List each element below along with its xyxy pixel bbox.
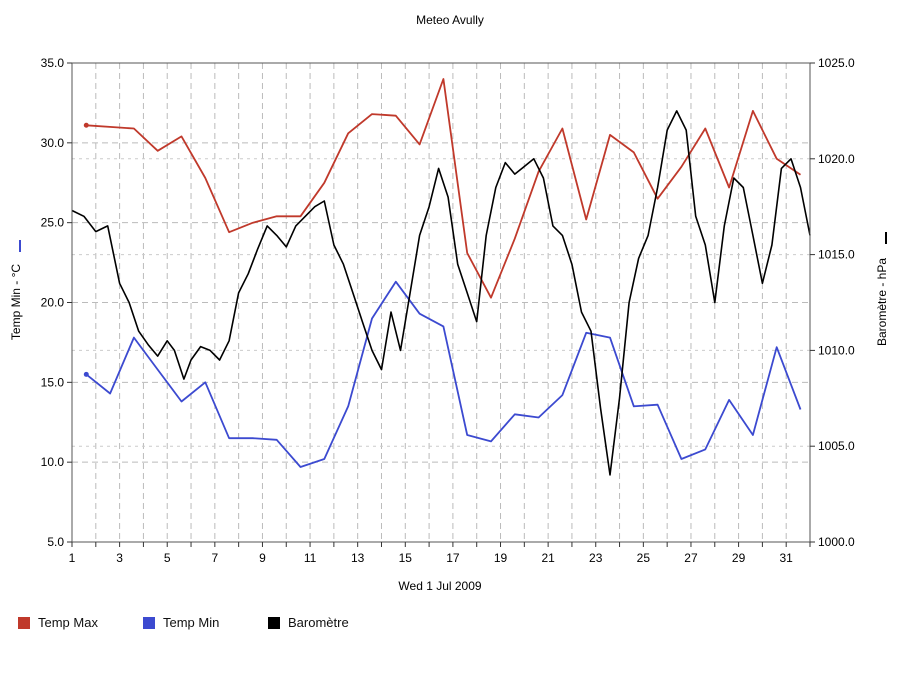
series-layer — [71, 78, 811, 476]
y-tick-label-left: 15.0 — [41, 375, 65, 389]
x-tick-label: 9 — [259, 551, 266, 565]
legend-swatch-barometre — [268, 616, 280, 629]
y-tick-label-left: 5.0 — [47, 535, 64, 549]
x-tick-label: 11 — [304, 551, 317, 565]
legend: Temp Max Temp Min Baromètre — [18, 615, 393, 630]
grid — [72, 63, 810, 542]
y-tick-label-right: 1000.0 — [818, 535, 855, 549]
y-tick-label-left: 20.0 — [41, 296, 65, 310]
series-start-point-temp-min — [83, 371, 89, 377]
y-tick-label-left: 25.0 — [41, 216, 65, 230]
series-line-barom-tre — [71, 110, 811, 476]
y-tick-label-left: 30.0 — [41, 136, 65, 150]
x-tick-label: 27 — [684, 551, 698, 565]
legend-item-temp-min: Temp Min — [143, 615, 268, 630]
x-tick-label: 3 — [116, 551, 123, 565]
y-tick-label-right: 1025.0 — [818, 56, 855, 70]
y-tick-label-right: 1020.0 — [818, 152, 855, 166]
series-start-point-temp-max — [83, 122, 89, 128]
legend-swatch-temp-min — [143, 616, 155, 629]
y-tick-label-left: 35.0 — [41, 56, 65, 70]
x-tick-label: 17 — [446, 551, 460, 565]
y-tick-label-right: 1015.0 — [818, 248, 855, 262]
legend-swatch-temp-max — [18, 616, 30, 629]
legend-label-barometre: Baromètre — [288, 615, 349, 630]
x-axis-label: Wed 1 Jul 2009 — [398, 579, 481, 593]
legend-item-temp-max: Temp Max — [18, 615, 143, 630]
x-tick-label: 25 — [637, 551, 651, 565]
y-axis-left-label: Temp Min - °C — [9, 264, 23, 340]
x-tick-label: 29 — [732, 551, 746, 565]
y-tick-label-right: 1010.0 — [818, 343, 855, 357]
legend-label-temp-min: Temp Min — [163, 615, 220, 630]
x-tick-label: 31 — [780, 551, 794, 565]
legend-label-temp-max: Temp Max — [38, 615, 98, 630]
axes: 1 3 5 7 9 11 13 15 17 19 21 23 25 27 29 315.010.015.020… — [19, 56, 887, 565]
x-tick-label: 1 — [69, 551, 76, 565]
series-line-temp-max — [86, 78, 802, 299]
x-tick-label: 21 — [541, 551, 555, 565]
y-tick-label-right: 1005.0 — [818, 439, 855, 453]
x-tick-label: 5 — [164, 551, 171, 565]
x-tick-label: 13 — [351, 551, 365, 565]
x-tick-label: 23 — [589, 551, 603, 565]
x-tick-label: 7 — [211, 551, 218, 565]
y-tick-label-left: 10.0 — [41, 455, 65, 469]
series-line-temp-min — [85, 280, 802, 468]
chart-title: Meteo Avully — [416, 13, 484, 27]
x-tick-label: 15 — [399, 551, 413, 565]
y-axis-right-label: Baromètre - hPa — [875, 258, 889, 346]
x-tick-label: 19 — [494, 551, 508, 565]
legend-item-barometre: Baromètre — [268, 615, 393, 630]
